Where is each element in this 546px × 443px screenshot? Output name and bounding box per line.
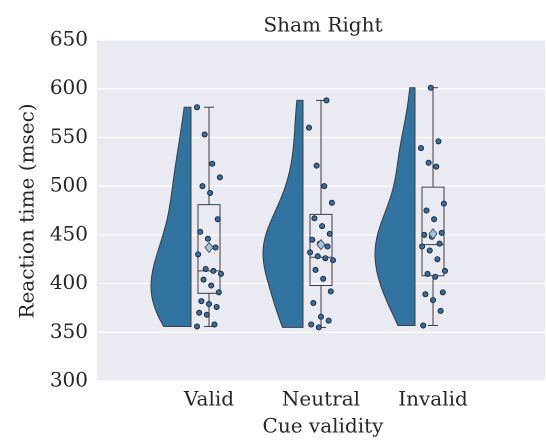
data-point: [426, 247, 433, 254]
mean-marker: [316, 238, 326, 251]
y-tick-label: 450: [50, 221, 88, 245]
data-point: [322, 255, 329, 262]
data-point: [309, 236, 316, 243]
data-point: [435, 138, 442, 145]
data-point: [202, 265, 209, 272]
data-point: [315, 324, 322, 331]
data-point: [422, 291, 429, 298]
data-point: [201, 131, 208, 138]
data-point: [193, 323, 200, 330]
data-point: [196, 309, 203, 316]
y-tick-label: 400: [50, 270, 88, 294]
mean-marker: [428, 228, 438, 240]
data-point: [217, 270, 224, 277]
data-point: [441, 267, 448, 274]
data-point: [308, 321, 315, 328]
data-point: [193, 104, 200, 111]
data-point: [214, 216, 221, 223]
data-point: [307, 249, 314, 256]
data-point: [324, 243, 331, 250]
data-point: [436, 240, 443, 247]
data-point: [417, 145, 424, 152]
y-tick-label: 550: [50, 124, 88, 148]
violin: [374, 87, 416, 326]
data-point: [310, 300, 317, 307]
y-axis-label: Reaction time (msec): [15, 103, 39, 318]
data-point: [313, 162, 320, 169]
data-point: [317, 313, 324, 320]
data-point: [429, 297, 436, 304]
data-point: [425, 159, 432, 166]
data-point: [424, 270, 431, 277]
data-point: [212, 244, 219, 251]
data-point: [311, 215, 318, 222]
data-point: [203, 311, 210, 318]
x-tick-label: Valid: [183, 387, 234, 411]
data-point: [199, 183, 206, 190]
y-tick-label: 350: [50, 319, 88, 343]
y-tick-label: 300: [50, 368, 88, 392]
data-point: [437, 307, 444, 314]
data-point: [419, 243, 426, 250]
box: [197, 204, 221, 294]
data-point: [438, 229, 445, 236]
data-point: [207, 189, 214, 196]
data-point: [320, 275, 327, 282]
x-tick-label: Neutral: [282, 387, 360, 411]
data-point: [200, 276, 207, 283]
data-point: [205, 301, 212, 308]
data-point: [215, 289, 222, 296]
violin: [150, 106, 192, 327]
data-point: [427, 84, 434, 91]
y-tick-label: 600: [50, 75, 88, 99]
data-point: [327, 288, 334, 295]
data-point: [326, 230, 333, 237]
data-point: [329, 257, 336, 264]
data-point: [197, 228, 204, 235]
data-point: [305, 124, 312, 131]
x-tick-label: Invalid: [398, 387, 468, 411]
data-point: [432, 273, 439, 280]
data-point: [314, 253, 321, 260]
data-point: [312, 266, 319, 273]
data-point: [325, 317, 332, 324]
violin: [262, 99, 304, 328]
data-point: [431, 216, 438, 223]
mean-marker: [204, 241, 214, 254]
y-tick-label: 650: [50, 27, 88, 51]
data-point: [319, 223, 326, 230]
data-point: [213, 303, 220, 310]
data-point: [423, 207, 430, 214]
data-point: [216, 174, 223, 181]
data-point: [434, 256, 441, 263]
data-point: [323, 97, 330, 104]
data-point: [440, 200, 447, 207]
data-point: [210, 267, 217, 274]
data-point: [211, 321, 218, 328]
data-point: [204, 235, 211, 242]
data-point: [420, 322, 427, 329]
data-point: [439, 289, 446, 296]
data-point: [433, 163, 440, 170]
x-axis-label: Cue validity: [263, 414, 385, 438]
data-point: [208, 282, 215, 289]
data-point: [209, 160, 216, 167]
data-point: [328, 199, 335, 206]
data-point: [421, 231, 428, 238]
data-point: [195, 251, 202, 258]
data-point: [321, 183, 328, 190]
data-point: [198, 298, 205, 305]
chart-title: Sham Right: [263, 13, 382, 37]
y-tick-label: 500: [50, 173, 88, 197]
